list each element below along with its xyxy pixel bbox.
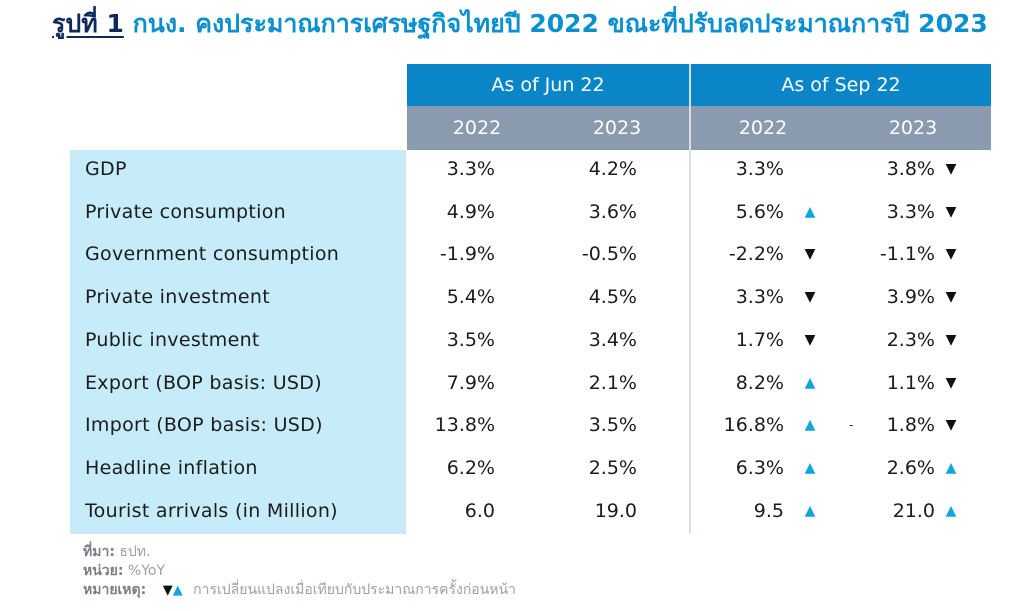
- figure-title-text: กนง. คงประมาณการเศรษฐกิจไทยปี 2022 ขณะที…: [132, 9, 988, 38]
- value-sep-2023: 3.9%: [886, 286, 935, 309]
- value-sep-2022: 1.7%: [735, 328, 784, 351]
- value-sep-2022: 16.8%: [723, 414, 784, 437]
- value-jun-2023: 3.5%: [588, 414, 637, 437]
- change-arrow-icon: ▼: [945, 289, 957, 306]
- remark-text: การเปลี่ยนแปลงเมื่อเทียบกับประมาณการครั้…: [193, 582, 516, 598]
- row-label: Private consumption: [85, 200, 286, 223]
- row-label: Import (BOP basis: USD): [85, 414, 323, 437]
- value-sep-2022: 3.3%: [735, 286, 784, 309]
- value-sep-2023: 2.6%: [886, 456, 935, 479]
- remark-note: หมายเหตุ: ▼▲ การเปลี่ยนแปลงเมื่อเทียบกับ…: [83, 581, 516, 600]
- table-row: GDP 3.3% 4.2% 3.3% 3.8% ▼: [0, 150, 1022, 193]
- change-arrow-icon: ▲: [804, 502, 816, 519]
- year-header-jun22-2023: 2023: [592, 117, 642, 139]
- change-arrow-icon: ▼: [945, 417, 957, 434]
- value-sep-2023: -1.1%: [879, 243, 935, 266]
- source-value: ธปท.: [119, 544, 151, 560]
- change-arrow-icon: ▲: [804, 459, 816, 476]
- value-sep-2023: 21.0: [892, 499, 935, 522]
- table-row: Private consumption 4.9% 3.6% 5.6% ▲ 3.3…: [0, 193, 1022, 236]
- source-note: ที่มา: ธปท.: [83, 543, 516, 562]
- table-row: Import (BOP basis: USD) 13.8% 3.5% 16.8%…: [0, 406, 1022, 449]
- value-sep-2023: 3.3%: [886, 200, 935, 223]
- change-arrow-icon: ▲: [945, 459, 957, 476]
- change-arrow-icon: ▼: [945, 161, 957, 177]
- year-header-sep22-2023: 2023: [888, 117, 938, 139]
- group-header-sep22: As of Sep 22: [691, 64, 991, 106]
- value-jun-2022: 6.0: [464, 499, 495, 522]
- value-jun-2023: -0.5%: [581, 243, 637, 266]
- figure-number: รูปที่ 1: [52, 9, 124, 38]
- value-sep-2022: 6.3%: [735, 456, 784, 479]
- change-arrow-icon: ▼: [804, 289, 816, 306]
- change-arrow-icon: ▼: [945, 203, 957, 220]
- value-jun-2022: 4.9%: [446, 200, 495, 223]
- year-header-sep22-2022: 2022: [738, 117, 788, 139]
- arrow-up-icon: ▲: [172, 583, 183, 598]
- change-arrow-icon: ▼: [945, 331, 957, 348]
- year-header-jun22: 2022 2023: [407, 106, 689, 150]
- table-row: Headline inflation 6.2% 2.5% 6.3% ▲ 2.6%…: [0, 449, 1022, 492]
- value-sep-2023: 3.8%: [886, 158, 935, 180]
- value-jun-2023: 4.5%: [588, 286, 637, 309]
- figure-notes: ที่มา: ธปท. หน่วย: %YoY หมายเหตุ: ▼▲ การ…: [83, 543, 516, 600]
- row-label: Tourist arrivals (in Million): [85, 499, 338, 522]
- table-row: Private investment 5.4% 4.5% 3.3% ▼ 3.9%…: [0, 278, 1022, 321]
- value-sep-2023: 1.1%: [886, 371, 935, 394]
- unit-label: หน่วย:: [83, 563, 124, 579]
- column-divider: [689, 64, 691, 534]
- change-arrow-icon: ▲: [804, 203, 816, 220]
- change-arrow-icon: ▼: [945, 246, 957, 263]
- row-label: Private investment: [85, 286, 270, 309]
- row-label-panel: [70, 150, 406, 534]
- row-label: Public investment: [85, 328, 260, 351]
- change-arrow-icon: ▲: [804, 417, 816, 434]
- remark-label: หมายเหตุ:: [83, 582, 147, 598]
- row-label: Export (BOP basis: USD): [85, 371, 322, 394]
- value-jun-2023: 4.2%: [588, 158, 637, 180]
- value-jun-2022: 7.9%: [446, 371, 495, 394]
- source-label: ที่มา:: [83, 544, 115, 560]
- value-jun-2022: 13.8%: [434, 414, 495, 437]
- value-jun-2023: 2.1%: [588, 371, 637, 394]
- stray-dash: -: [849, 418, 854, 433]
- value-jun-2022: 3.5%: [446, 328, 495, 351]
- value-sep-2023: 2.3%: [886, 328, 935, 351]
- arrow-down-icon: ▼: [162, 583, 173, 598]
- value-sep-2022: -2.2%: [728, 243, 784, 266]
- value-jun-2022: 6.2%: [446, 456, 495, 479]
- change-arrow-icon: ▲: [945, 502, 957, 519]
- value-jun-2023: 2.5%: [588, 456, 637, 479]
- figure-title: รูปที่ 1 กนง. คงประมาณการเศรษฐกิจไทยปี 2…: [52, 4, 988, 44]
- year-header-sep22: 2022 2023: [691, 106, 991, 150]
- legend-arrows: ▼▲: [163, 583, 183, 598]
- table-row: Public investment 3.5% 3.4% 1.7% ▼ 2.3% …: [0, 321, 1022, 364]
- change-arrow-icon: ▼: [945, 374, 957, 391]
- change-arrow-icon: ▼: [804, 331, 816, 348]
- row-label: Headline inflation: [85, 456, 258, 479]
- year-header-jun22-2022: 2022: [452, 117, 502, 139]
- table-row: Tourist arrivals (in Million) 6.0 19.0 9…: [0, 492, 1022, 535]
- change-arrow-icon: ▲: [804, 374, 816, 391]
- value-jun-2023: 3.4%: [588, 328, 637, 351]
- table-row: Export (BOP basis: USD) 7.9% 2.1% 8.2% ▲…: [0, 364, 1022, 407]
- value-sep-2022: 8.2%: [735, 371, 784, 394]
- unit-note: หน่วย: %YoY: [83, 562, 516, 581]
- value-jun-2022: 5.4%: [446, 286, 495, 309]
- value-jun-2022: 3.3%: [446, 158, 495, 180]
- row-label: GDP: [85, 158, 127, 180]
- value-sep-2022: 5.6%: [735, 200, 784, 223]
- value-jun-2023: 19.0: [594, 499, 637, 522]
- unit-value: %YoY: [127, 563, 166, 579]
- value-sep-2023: 1.8%: [886, 414, 935, 437]
- value-jun-2022: -1.9%: [439, 243, 495, 266]
- value-sep-2022: 9.5: [753, 499, 784, 522]
- change-arrow-icon: ▼: [804, 246, 816, 263]
- value-jun-2023: 3.6%: [588, 200, 637, 223]
- table-row: Government consumption -1.9% -0.5% -2.2%…: [0, 235, 1022, 278]
- row-label: Government consumption: [85, 243, 340, 266]
- value-sep-2022: 3.3%: [735, 158, 784, 180]
- group-header-jun22: As of Jun 22: [407, 64, 689, 106]
